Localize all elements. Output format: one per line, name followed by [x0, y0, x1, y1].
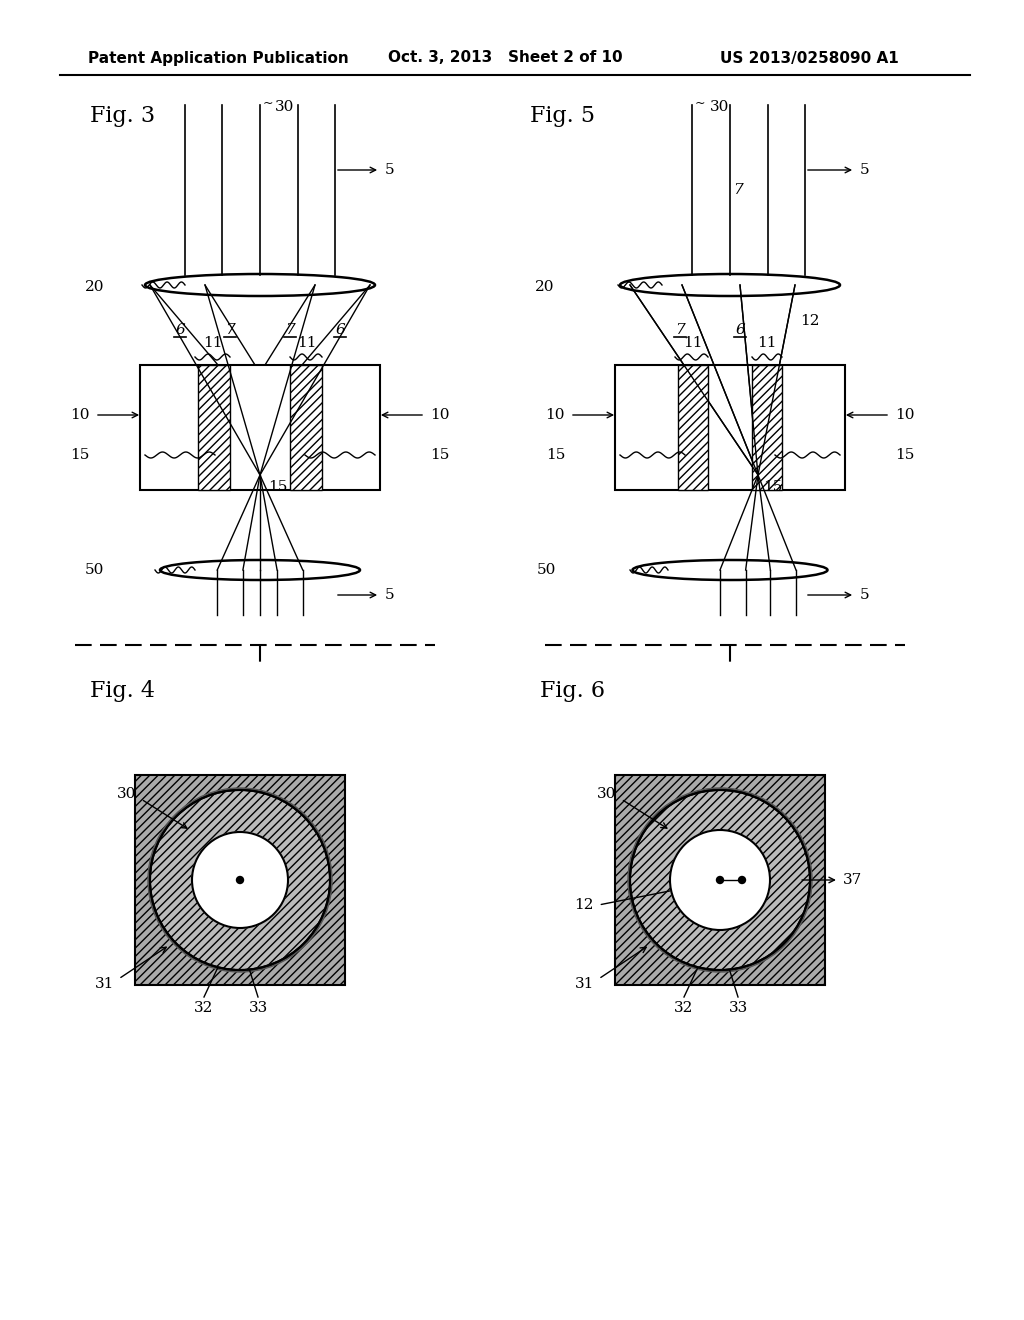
Text: 5: 5: [860, 587, 869, 602]
Text: 15: 15: [268, 480, 288, 494]
Text: 10: 10: [546, 408, 565, 422]
Text: 33: 33: [728, 1002, 748, 1015]
Bar: [140, 366, 380, 490]
Text: 10: 10: [895, 408, 914, 422]
Text: 30: 30: [275, 100, 294, 114]
Text: Fig. 4: Fig. 4: [90, 680, 155, 702]
Text: 11: 11: [297, 337, 316, 350]
Text: 7: 7: [225, 323, 234, 337]
Text: 12: 12: [800, 314, 820, 327]
Text: 32: 32: [195, 1002, 214, 1015]
Text: 50: 50: [85, 564, 104, 577]
Text: Patent Application Publication: Patent Application Publication: [88, 50, 349, 66]
Text: ~: ~: [695, 96, 706, 110]
Text: 30: 30: [710, 100, 729, 114]
Circle shape: [717, 876, 724, 883]
Text: Oct. 3, 2013   Sheet 2 of 10: Oct. 3, 2013 Sheet 2 of 10: [388, 50, 623, 66]
Text: 15: 15: [430, 447, 450, 462]
Text: 33: 33: [249, 1002, 267, 1015]
Text: 32: 32: [675, 1002, 693, 1015]
Text: 6: 6: [335, 323, 345, 337]
Text: 12: 12: [574, 898, 594, 912]
Bar: [678, 366, 708, 490]
Text: 7: 7: [285, 323, 295, 337]
Bar: [752, 366, 782, 490]
Text: 20: 20: [85, 280, 104, 294]
Text: 10: 10: [430, 408, 450, 422]
Text: 30: 30: [117, 788, 136, 801]
Bar: [198, 366, 230, 490]
Bar: [290, 366, 322, 490]
Circle shape: [628, 788, 812, 972]
Text: 20: 20: [535, 280, 555, 294]
Text: 15: 15: [71, 447, 90, 462]
Circle shape: [738, 876, 745, 883]
Circle shape: [148, 788, 332, 972]
Text: Fig. 5: Fig. 5: [530, 106, 595, 127]
Text: 6: 6: [735, 323, 744, 337]
Text: 7: 7: [675, 323, 685, 337]
Text: Fig. 6: Fig. 6: [540, 680, 605, 702]
Text: ~: ~: [263, 96, 273, 110]
Text: 30: 30: [597, 788, 616, 801]
Text: 5: 5: [860, 162, 869, 177]
Text: 15: 15: [763, 480, 782, 494]
Bar: [615, 775, 825, 985]
Text: 15: 15: [895, 447, 914, 462]
Text: 7: 7: [733, 183, 742, 197]
Text: 5: 5: [385, 162, 394, 177]
Text: Fig. 3: Fig. 3: [90, 106, 155, 127]
Text: 31: 31: [94, 977, 114, 990]
Text: 31: 31: [574, 977, 594, 990]
Text: 11: 11: [203, 337, 223, 350]
Text: 5: 5: [385, 587, 394, 602]
Circle shape: [670, 830, 770, 931]
Bar: [135, 775, 345, 985]
Text: 11: 11: [758, 337, 777, 350]
Text: 6: 6: [175, 323, 185, 337]
Bar: [615, 366, 845, 490]
Text: 11: 11: [683, 337, 702, 350]
Ellipse shape: [150, 789, 330, 970]
Circle shape: [237, 876, 244, 883]
Text: US 2013/0258090 A1: US 2013/0258090 A1: [720, 50, 899, 66]
Circle shape: [193, 832, 288, 928]
Ellipse shape: [630, 789, 810, 970]
Text: 50: 50: [537, 564, 556, 577]
Text: 10: 10: [71, 408, 90, 422]
Text: 15: 15: [546, 447, 565, 462]
Text: 37: 37: [844, 873, 862, 887]
